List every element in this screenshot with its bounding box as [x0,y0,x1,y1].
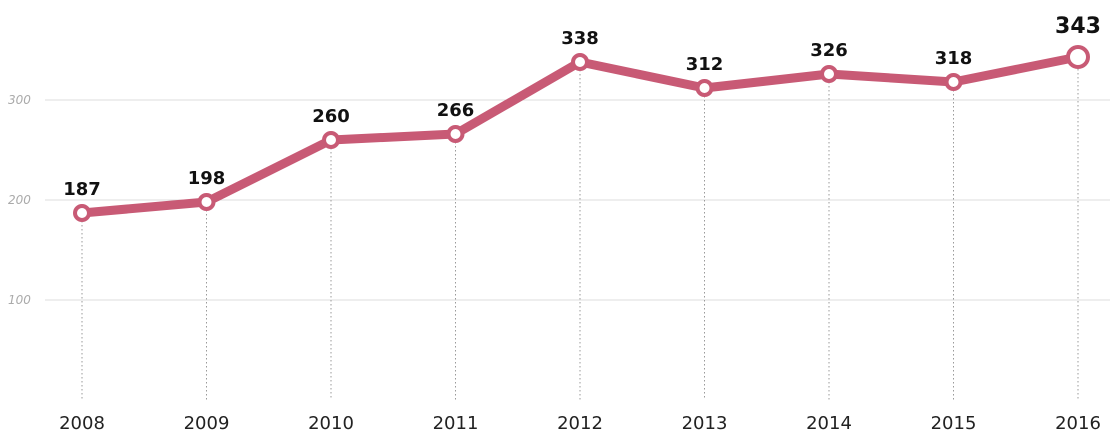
x-tick-label-2009: 2009 [184,413,230,434]
series-layer [73,45,1090,222]
data-point-2014 [820,65,838,83]
y-tick-label-300: 300 [8,93,31,107]
data-point-2009 [197,193,216,211]
data-label-2010: 260 [312,106,350,127]
x-tick-label-2015: 2015 [931,413,977,434]
grid-layer [45,99,1110,301]
data-point-2015 [944,73,963,91]
data-label-2009: 198 [188,168,226,189]
y-tick-label-100: 100 [8,293,31,307]
x-tick-label-2014: 2014 [806,413,852,434]
data-label-2012: 338 [561,28,599,49]
data-point-2008 [73,204,91,222]
x-tick-label-2013: 2013 [682,413,728,434]
data-point-2011 [446,125,465,143]
x-tick-label-2010: 2010 [308,413,354,434]
data-label-2008: 187 [63,179,101,200]
x-tick-label-2008: 2008 [59,413,105,434]
data-label-2011: 266 [437,100,475,121]
x-tick-label-2016: 2016 [1055,413,1101,434]
data-label-2015: 318 [935,48,973,69]
data-labels: 187 198 260 266 338 312 326 318 343 [63,14,1101,200]
x-tick-label-2011: 2011 [433,413,479,434]
axis-labels: 100 200 300 2008 2009 2010 2011 2012 2013 2014 201… [8,93,1101,434]
data-point-2016 [1066,45,1090,69]
data-label-2014: 326 [810,40,848,61]
y-tick-label-200: 200 [8,193,31,207]
data-label-2016: 343 [1055,14,1101,39]
data-label-2013: 312 [686,54,724,75]
data-point-2010 [322,131,340,149]
x-tick-label-2012: 2012 [557,413,603,434]
data-point-2013 [695,79,714,97]
drop-lines [81,57,1079,400]
data-point-2012 [571,53,589,71]
